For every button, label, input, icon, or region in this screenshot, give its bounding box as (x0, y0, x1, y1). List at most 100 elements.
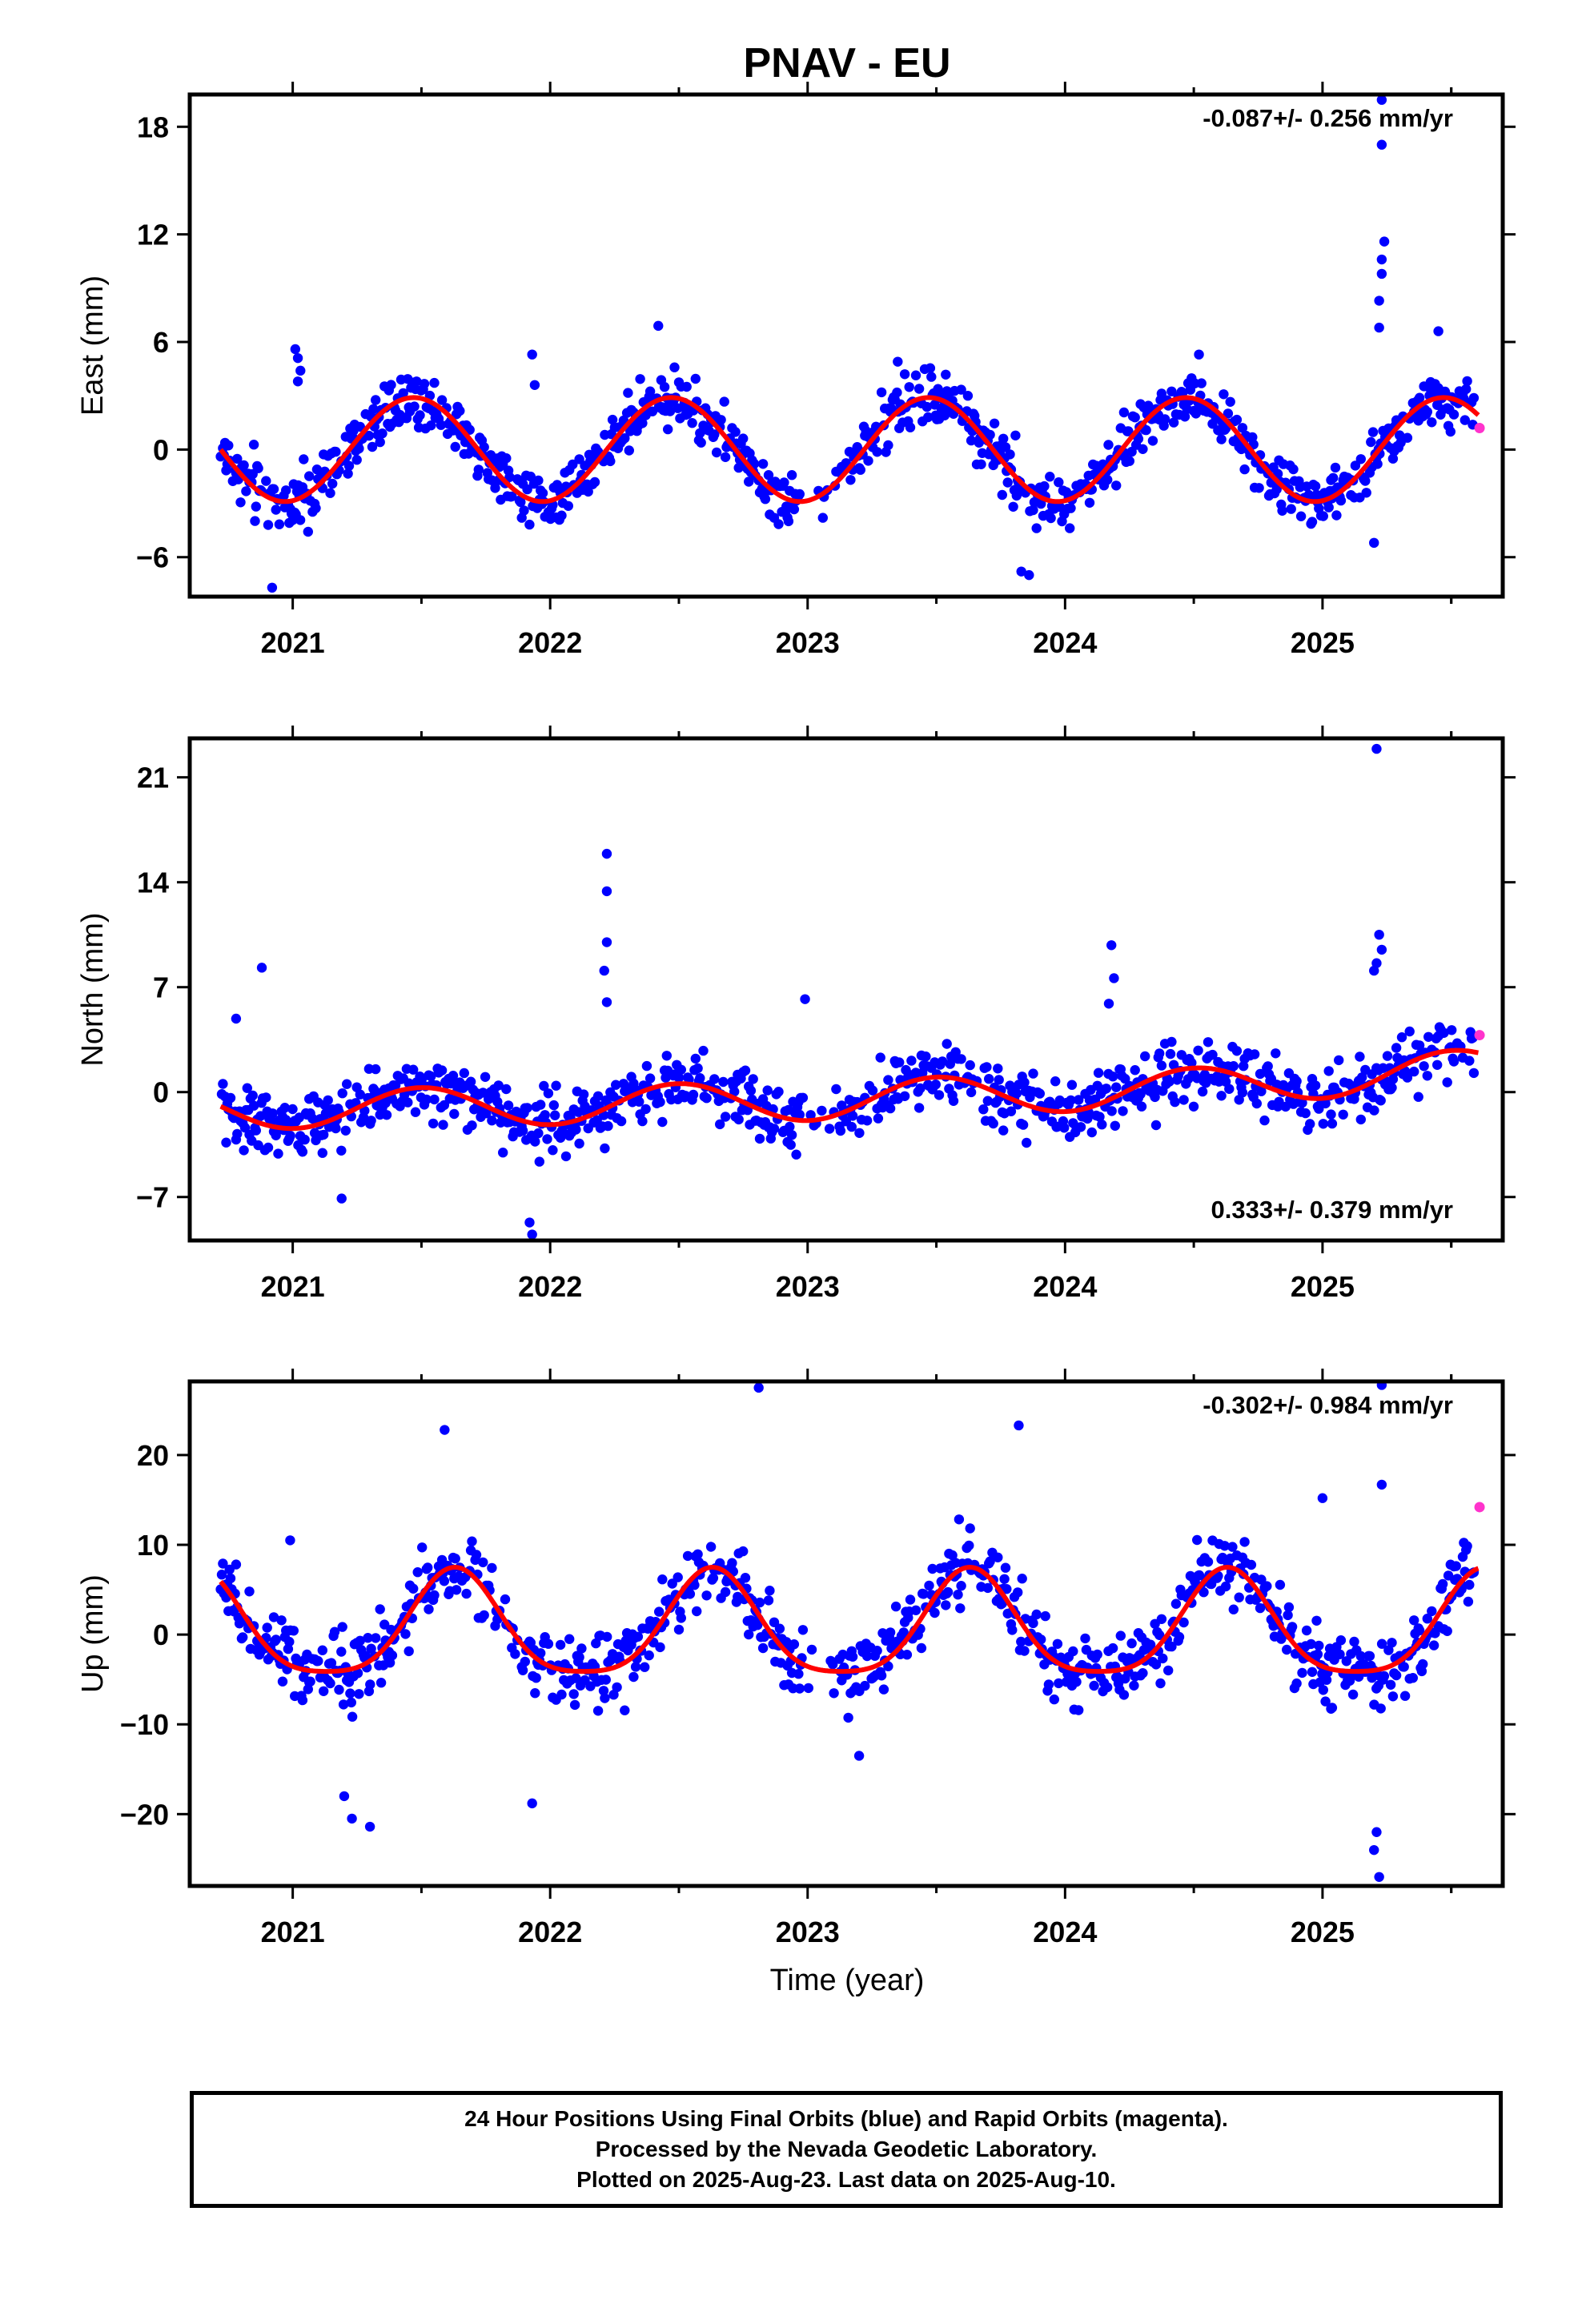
data-point (1366, 436, 1376, 448)
data-point (1291, 1076, 1302, 1087)
data-point (241, 486, 251, 497)
data-point (232, 1128, 243, 1140)
data-point (327, 478, 338, 489)
data-point (319, 1686, 329, 1696)
data-point (336, 1647, 347, 1657)
data-point (1249, 1049, 1260, 1059)
y-tick-label: 0 (153, 433, 169, 466)
data-point (657, 1116, 668, 1128)
data-point (600, 1143, 610, 1154)
data-point (942, 1586, 954, 1598)
data-point (921, 401, 933, 412)
data-point (817, 513, 828, 523)
outlier-point (800, 994, 810, 1004)
data-point (345, 1688, 355, 1699)
data-point (1054, 501, 1065, 513)
data-point (1323, 1066, 1334, 1076)
outlier-point (1016, 566, 1026, 577)
data-point (624, 445, 634, 456)
data-point (875, 1052, 885, 1063)
outlier-point (527, 1229, 537, 1240)
data-point (641, 1060, 652, 1072)
data-point (1318, 1685, 1329, 1695)
outlier-point (1433, 326, 1443, 336)
data-point (762, 1085, 773, 1096)
data-point (831, 1084, 841, 1095)
data-point (1155, 1678, 1166, 1689)
data-point (326, 1658, 337, 1668)
data-point (806, 1644, 817, 1655)
data-point (540, 1110, 550, 1120)
data-point (797, 1092, 809, 1104)
data-point (1207, 1049, 1218, 1060)
y-tick-label: −20 (120, 1798, 169, 1831)
data-point (1341, 1656, 1352, 1667)
rapid-orbit-point (1474, 423, 1485, 434)
x-tick-label: 2023 (776, 626, 840, 659)
data-point (479, 1610, 489, 1621)
data-point (1338, 1109, 1348, 1120)
y-tick-label: 0 (153, 1618, 169, 1651)
data-point (1427, 417, 1437, 428)
data-point (381, 1110, 392, 1120)
data-point (883, 1661, 893, 1671)
data-point (313, 1655, 323, 1667)
data-point (791, 1149, 801, 1160)
data-point (573, 1107, 584, 1117)
data-point (331, 446, 341, 457)
outlier-point (1369, 1844, 1379, 1856)
data-point (465, 1076, 476, 1087)
data-point (1321, 1675, 1332, 1685)
data-point (901, 1650, 913, 1660)
data-point (945, 1059, 956, 1069)
data-point (657, 1574, 668, 1585)
data-point (439, 1576, 450, 1586)
data-point (1019, 1646, 1030, 1656)
data-point (1071, 1676, 1082, 1687)
data-point (930, 1080, 942, 1090)
data-point (563, 501, 573, 511)
data-point (368, 404, 379, 414)
data-point (1107, 1642, 1118, 1654)
data-point (1080, 1633, 1090, 1644)
data-point (1387, 1691, 1399, 1702)
data-point (355, 421, 365, 432)
data-point (1174, 1631, 1185, 1642)
data-point (1059, 1123, 1070, 1133)
data-point (1334, 1055, 1344, 1066)
outlier-point (893, 356, 903, 367)
data-point (720, 1586, 731, 1598)
data-point (998, 1125, 1009, 1136)
data-point (1399, 1691, 1411, 1701)
data-point (763, 1595, 774, 1606)
data-point (1219, 389, 1229, 400)
data-point (600, 1675, 611, 1685)
data-point (1328, 472, 1339, 483)
data-point (1219, 1541, 1230, 1551)
data-point (793, 1669, 804, 1679)
data-point (1349, 1636, 1359, 1647)
data-point (1135, 1089, 1146, 1100)
data-point (1357, 1072, 1367, 1083)
data-point (1045, 472, 1055, 482)
data-point (1402, 1072, 1413, 1083)
data-point (1422, 1614, 1433, 1624)
data-point (1391, 1043, 1402, 1053)
y-tick-label: 14 (137, 866, 169, 899)
panel-east: 18 12 6 0 −6 2021 2022 2023 2024 2025 East (mm) -0.… (76, 82, 1516, 659)
data-point (828, 1659, 838, 1670)
data-point (738, 1546, 749, 1557)
data-point (501, 1084, 512, 1095)
y-axis-title: Up (mm) (76, 1574, 110, 1693)
data-point (371, 1063, 381, 1075)
data-point (1223, 408, 1234, 419)
data-point (835, 1125, 846, 1136)
data-point (1282, 1644, 1292, 1655)
data-point (1150, 1659, 1162, 1670)
data-point (1006, 1106, 1017, 1116)
data-point (916, 1642, 927, 1654)
outlier-point (1376, 268, 1387, 279)
data-point (1432, 1059, 1443, 1071)
data-point (817, 1105, 827, 1116)
